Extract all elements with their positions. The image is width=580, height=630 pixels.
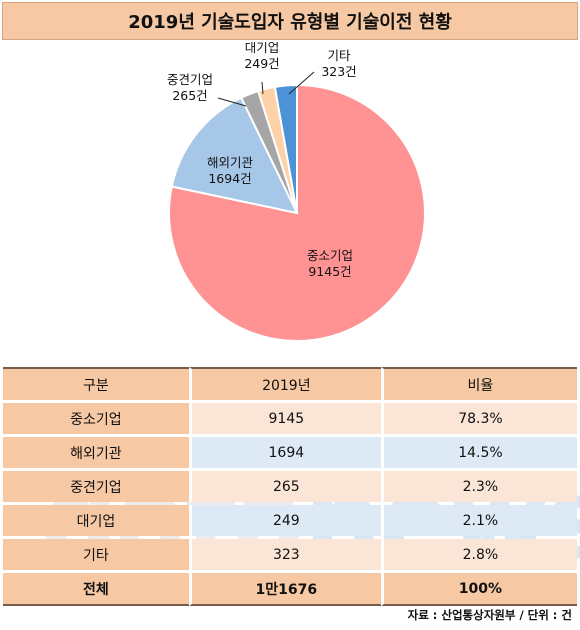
row-count: 9145 [188,403,381,434]
total-ratio: 100% [380,573,577,606]
row-ratio: 2.1% [380,505,577,536]
slice-label-5: 기타 [327,48,351,63]
leader-line-5 [288,71,315,95]
total-count: 1만1676 [188,573,381,606]
slice-label-4: 대기업 [245,42,280,55]
row-ratio: 78.3% [380,403,577,434]
row-category: 해외기관 [3,437,189,468]
chart-title: 2019년 기술도입자 유형별 기술이전 현황 [2,2,578,40]
leader-line-3 [217,97,247,107]
table-row: 대기업 249 2.1% [3,505,577,536]
slice-label-2: 해외기관 [207,155,254,170]
slice-label-1: 중소기업 [307,248,353,263]
row-ratio: 2.8% [380,539,577,570]
row-count: 323 [188,539,381,570]
row-ratio: 14.5% [380,437,577,468]
row-count: 265 [188,471,381,502]
row-category: 중견기업 [3,471,189,502]
header-category: 구분 [3,367,189,400]
pie-slice-5 [273,83,298,214]
data-table: 구분 2019년 비율 중소기업 9145 78.3% 해외기관 1694 14… [3,364,577,609]
table-header-row: 구분 2019년 비율 [3,367,577,400]
header-year: 2019년 [188,367,381,400]
row-category: 기타 [3,539,189,570]
row-category: 중소기업 [3,403,189,434]
row-ratio: 2.3% [380,471,577,502]
table-row: 중견기업 265 2.3% [3,471,577,502]
slice-value-2: 1694건 [208,171,251,186]
pie-slice-1 [168,83,426,342]
slice-value-4: 249건 [244,56,279,71]
table-total-row: 전체 1만1676 100% [3,573,577,606]
row-count: 1694 [188,437,381,468]
source-note: 자료 : 산업통상자원부 / 단위 : 건 [407,608,572,622]
row-count: 249 [188,505,381,536]
pie-slice-2 [170,96,299,215]
header-ratio: 비율 [380,367,577,400]
slice-value-3: 265건 [172,88,207,103]
slice-label-3: 중견기업 [167,72,213,87]
table-row: 기타 323 2.8% [3,539,577,570]
table-row: 중소기업 9145 78.3% [3,403,577,434]
leader-line-4 [261,81,264,95]
slice-value-5: 323건 [321,64,356,79]
slice-value-1: 9145건 [308,264,351,279]
table-row: 해외기관 1694 14.5% [3,437,577,468]
total-category: 전체 [3,573,189,606]
row-category: 대기업 [3,505,189,536]
